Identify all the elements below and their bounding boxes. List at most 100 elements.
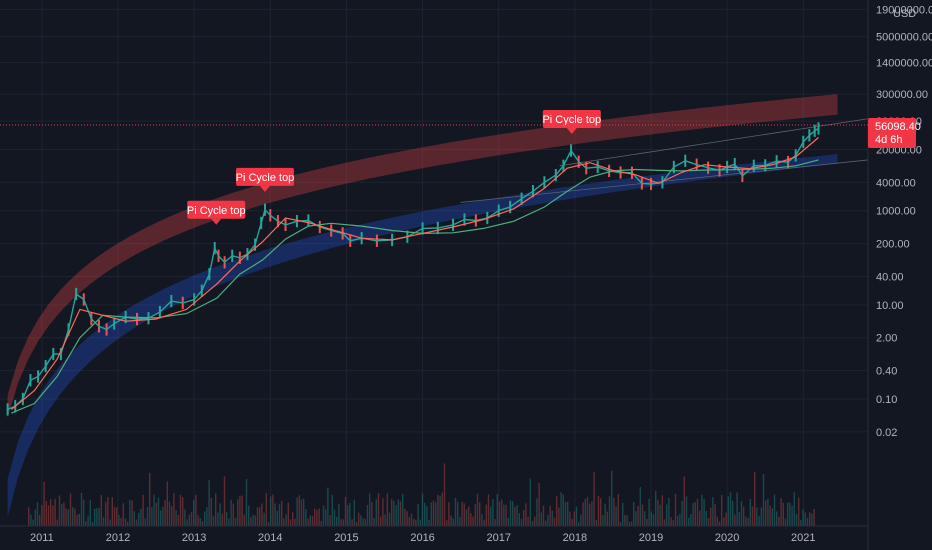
volume-bar	[740, 501, 743, 526]
volume-bar	[144, 518, 146, 526]
volume-bar	[85, 521, 87, 526]
volume-bar	[67, 509, 69, 526]
pi-cycle-label-box	[235, 167, 294, 186]
volume-bar	[608, 496, 611, 526]
volume-bar	[732, 500, 734, 526]
volume-bar	[347, 505, 349, 526]
volume-bar	[149, 472, 151, 526]
volume-bar	[173, 493, 175, 526]
volume-bar	[146, 507, 149, 526]
volume-bar	[507, 517, 509, 526]
volume-bar	[351, 519, 353, 526]
volume-bar	[265, 493, 267, 526]
volume-bar	[448, 502, 450, 526]
volume-bar	[164, 500, 166, 526]
volume-bar	[430, 502, 432, 526]
volume-bar	[127, 521, 129, 526]
time-axis[interactable]: 2011 2012 2013 2014 2015 2016 2017 2018 2019 2020…	[30, 532, 815, 544]
volume-bar	[138, 512, 140, 526]
volume-bar	[529, 478, 531, 526]
volume-bar	[452, 518, 454, 526]
volume-bar	[69, 493, 72, 526]
volume-bar	[793, 492, 795, 526]
volume-bar	[650, 511, 652, 526]
volume-bar	[188, 514, 190, 526]
x-tick-label: 2014	[258, 532, 282, 544]
y-tick-label: 19000000.00	[876, 4, 932, 16]
volume-bar	[371, 502, 373, 526]
volume-bar	[496, 494, 498, 526]
volume-bar	[806, 518, 809, 526]
pi-cycle-label-box	[542, 109, 601, 128]
x-tick-label: 2019	[639, 532, 663, 544]
volume-bar	[98, 507, 100, 526]
volume-bar	[754, 471, 756, 526]
volume-bar	[223, 476, 226, 526]
volume-bar	[353, 499, 355, 526]
volume-bar	[199, 518, 201, 526]
volume-bar	[402, 493, 404, 526]
countdown-value: 4d 6h	[875, 134, 903, 146]
volume-bar	[725, 512, 727, 526]
volume-bar	[564, 501, 567, 526]
volume-bar	[701, 494, 703, 526]
volume-bar	[72, 507, 74, 526]
volume-bar	[663, 519, 666, 526]
volume-bar	[582, 502, 584, 526]
volume-bar	[342, 519, 344, 526]
x-tick-label: 2016	[410, 532, 434, 544]
x-tick-label: 2011	[30, 532, 54, 544]
volume-bar	[171, 506, 173, 526]
volume-bar	[666, 504, 668, 526]
volume-bar	[28, 507, 30, 526]
volume-bar	[380, 516, 382, 526]
volume-bar	[751, 506, 754, 526]
volume-bar	[784, 518, 787, 526]
volume-bar	[459, 517, 461, 526]
volume-bar	[206, 507, 208, 526]
volume-bar	[520, 519, 523, 526]
volume-bar	[635, 511, 637, 526]
volume-bar	[639, 487, 641, 526]
pi-cycle-markers: Pi Cycle top Pi Cycle top Pi Cycle top	[187, 109, 601, 225]
volume-bar	[547, 514, 549, 526]
volume-bar	[63, 502, 65, 526]
volume-bar	[802, 509, 804, 526]
volume-bar	[322, 505, 325, 526]
volume-bar	[349, 503, 351, 526]
volume-bar	[624, 514, 626, 526]
volume-bar	[492, 499, 494, 526]
volume-bar	[485, 504, 487, 526]
volume-bar	[107, 497, 109, 526]
volume-bar	[179, 494, 182, 526]
volume-bar	[613, 497, 615, 526]
volume-bar	[584, 499, 586, 526]
volume-bar	[296, 497, 298, 526]
volume-bar	[699, 510, 701, 526]
volume-bar	[298, 495, 300, 526]
volume-bar	[551, 510, 553, 526]
volume-bar	[707, 518, 710, 526]
volume-bar	[287, 502, 289, 526]
volume-bar	[743, 506, 745, 526]
volume-bar	[595, 520, 597, 526]
volume-bar	[195, 495, 197, 526]
volume-bar	[641, 504, 644, 526]
volume-bar	[760, 507, 762, 526]
volume-bar	[729, 492, 732, 526]
volume-bar	[745, 516, 747, 526]
volume-bar	[58, 495, 61, 526]
volume-bar	[294, 518, 296, 526]
volume-bar	[318, 508, 320, 526]
volume-bar	[76, 514, 78, 526]
volume-bar	[536, 498, 538, 526]
volume-bar	[373, 518, 375, 526]
volume-bar	[382, 498, 384, 526]
volume-bar	[96, 508, 98, 526]
volume-bar	[727, 496, 729, 526]
volume-bar	[424, 503, 426, 526]
volume-bar	[811, 513, 813, 526]
volume-bar	[305, 509, 307, 526]
pi-cycle-label: Pi Cycle top	[187, 205, 246, 217]
